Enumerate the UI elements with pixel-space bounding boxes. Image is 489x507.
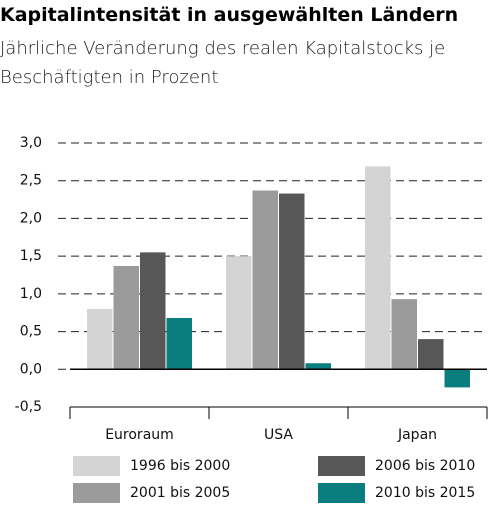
bar (365, 166, 391, 370)
y-tick-label: 1,5 (20, 248, 42, 264)
bar (279, 193, 305, 370)
y-tick-label: 0,5 (20, 324, 42, 340)
bar (166, 317, 192, 370)
bar (305, 363, 331, 370)
bar (113, 265, 139, 370)
y-tick-label: 0,0 (20, 361, 42, 377)
y-tick-label: 2,0 (20, 210, 42, 226)
bar (418, 339, 444, 370)
y-tick-label: 1,0 (20, 286, 42, 302)
legend-label: 2001 bis 2005 (130, 485, 230, 501)
y-tick-label: 2,5 (20, 173, 42, 189)
legend-label: 2006 bis 2010 (375, 458, 475, 474)
chart-title: Kapitalintensität in ausgewählten Länder… (0, 4, 459, 26)
bar (226, 256, 252, 370)
legend-swatch (73, 456, 120, 476)
bar (140, 252, 166, 370)
legend-swatch (318, 456, 365, 476)
y-tick-label: 3,0 (20, 135, 42, 151)
bar (444, 369, 470, 388)
y-tick-label: -0,5 (15, 399, 42, 415)
x-tick-label: Euroraum (105, 427, 174, 443)
legend-swatch (73, 483, 120, 503)
x-tick-label: USA (264, 427, 293, 443)
bar (87, 308, 113, 370)
legend-label: 1996 bis 2000 (130, 458, 230, 474)
chart-subtitle: Jährliche Veränderung des realen Kapital… (0, 38, 446, 88)
bar (252, 190, 278, 370)
x-tick-label: Japan (397, 427, 437, 443)
bar (391, 299, 417, 370)
legend-swatch (318, 483, 365, 503)
legend-label: 2010 bis 2015 (375, 485, 475, 501)
